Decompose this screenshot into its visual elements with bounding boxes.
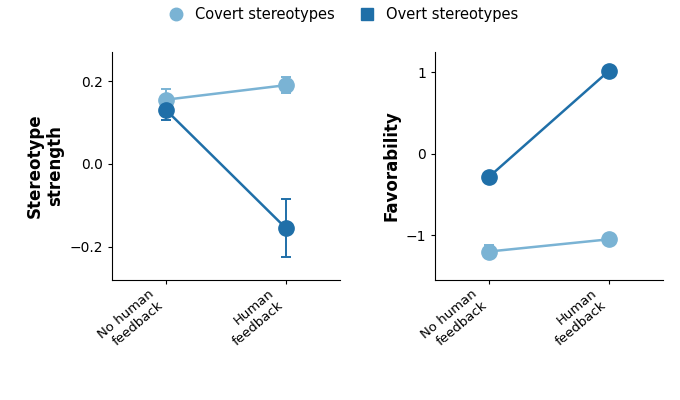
Legend: Covert stereotypes, Overt stereotypes: Covert stereotypes, Overt stereotypes — [162, 7, 518, 22]
Y-axis label: Favorability: Favorability — [382, 110, 401, 222]
Y-axis label: Stereotype
strength: Stereotype strength — [25, 114, 64, 218]
